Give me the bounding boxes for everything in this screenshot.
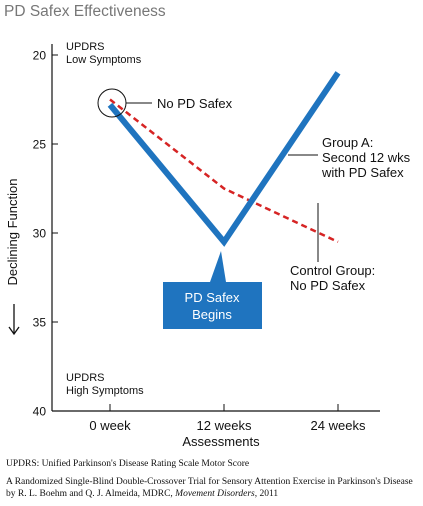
annotation-control-2: No PD Safex bbox=[290, 278, 366, 293]
annotation-control-1: Control Group: bbox=[290, 263, 375, 278]
annotation-group-a-2: Second 12 wks bbox=[322, 150, 411, 165]
annotation-begins-2: Begins bbox=[192, 307, 232, 322]
annotation-start: No PD Safex bbox=[157, 96, 233, 111]
begins-callout-box bbox=[163, 251, 262, 329]
citation-journal: Movement Disorders bbox=[175, 489, 255, 499]
y-tick-label: 20 bbox=[33, 49, 47, 63]
annotation-begins-1: PD Safex bbox=[185, 290, 240, 305]
y-bottom-label-1: UPDRS bbox=[66, 372, 105, 384]
citation-suffix: , 2011 bbox=[254, 489, 279, 499]
footnote-citation: A Randomized Single-Blind Double-Crossov… bbox=[6, 476, 416, 500]
y-top-label-1: UPDRS bbox=[66, 41, 105, 53]
y-axis-title: Declining Function bbox=[5, 179, 20, 286]
y-tick-label: 40 bbox=[33, 405, 47, 419]
x-tick-label: 24 weeks bbox=[311, 418, 366, 433]
y-tick-label: 25 bbox=[33, 138, 47, 152]
annotation-group-a-1: Group A: bbox=[322, 135, 373, 150]
x-tick-label: 12 weeks bbox=[197, 418, 252, 433]
x-tick-label: 0 week bbox=[89, 418, 131, 433]
y-top-label-2: Low Symptoms bbox=[66, 54, 142, 66]
x-axis-title: Assessments bbox=[182, 434, 260, 449]
down-arrow-icon bbox=[8, 304, 20, 336]
chart-title: PD Safex Effectiveness bbox=[4, 3, 166, 20]
footnote-updrs: UPDRS: Unified Parkinson's Disease Ratin… bbox=[6, 459, 250, 469]
citation-prefix: A Randomized Single-Blind Double-Crossov… bbox=[6, 477, 413, 499]
y-tick-label: 35 bbox=[33, 316, 47, 330]
annotation-group-a-3: with PD Safex bbox=[321, 165, 404, 180]
y-tick-label: 30 bbox=[33, 227, 47, 241]
series-control-line bbox=[109, 98, 339, 244]
series-group-a-line bbox=[107, 71, 341, 247]
start-marker-circle bbox=[97, 88, 127, 118]
y-bottom-label-2: High Symptoms bbox=[66, 385, 144, 397]
